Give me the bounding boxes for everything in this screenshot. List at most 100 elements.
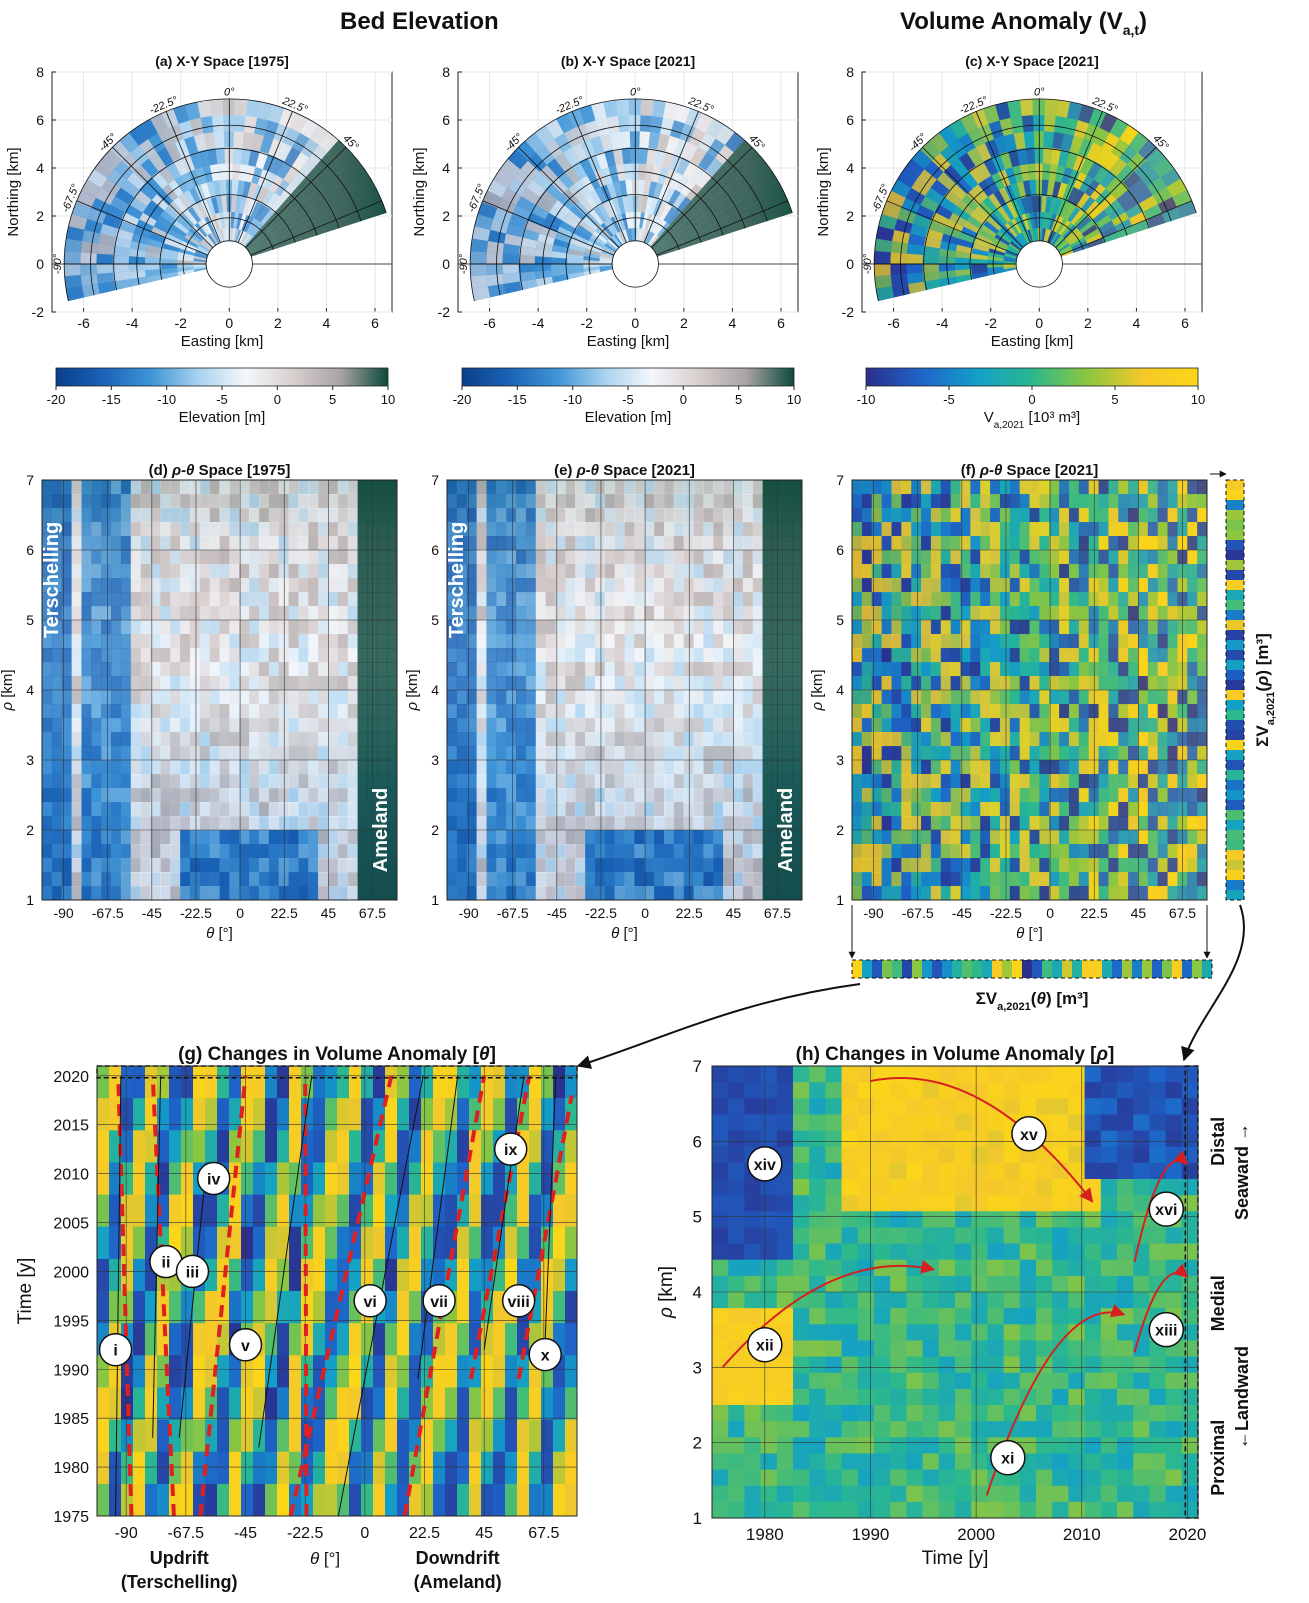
heat-cell	[327, 830, 339, 845]
heat-cell	[881, 872, 892, 887]
heat-cell	[258, 662, 270, 677]
heat-cell	[278, 886, 290, 901]
heat-cell	[575, 662, 586, 677]
heat-cell	[288, 494, 299, 509]
sector-cell	[1031, 195, 1038, 213]
polar-spoke	[635, 200, 789, 265]
heat-cell	[1009, 550, 1021, 565]
heat-cell	[516, 648, 527, 663]
heat-cell	[377, 704, 388, 719]
heat-cell	[327, 508, 339, 523]
heat-cell	[634, 886, 645, 901]
heat-cell	[673, 662, 685, 677]
heat-cell	[229, 802, 240, 817]
sector-cell	[309, 124, 329, 146]
heat-cell	[337, 844, 349, 859]
x-tick-label: 6	[371, 315, 379, 331]
heat-cell	[81, 606, 92, 621]
heat-cell	[308, 788, 319, 803]
heat-cell	[91, 592, 102, 607]
heat-cell	[742, 550, 754, 565]
heat-cell	[585, 522, 596, 537]
sector-cell	[618, 180, 628, 198]
heat-cell	[249, 536, 260, 551]
heat-cell	[120, 620, 132, 635]
heat-cell	[565, 676, 576, 691]
heat-cell	[723, 816, 734, 831]
heat-cell	[703, 816, 714, 831]
heat-cell	[861, 788, 873, 803]
sector-cell	[986, 216, 1002, 231]
sector-cell	[615, 98, 630, 117]
heat-cell	[120, 564, 132, 579]
heat-cell	[101, 788, 112, 803]
heat-cell	[298, 550, 309, 565]
heat-cell	[624, 676, 635, 691]
heat-cell	[999, 522, 1011, 537]
heat-cell	[654, 662, 665, 677]
sector-cell	[998, 187, 1012, 205]
heat-cell	[42, 718, 53, 733]
x-tick-label: -22.5	[180, 905, 212, 921]
heat-cell	[150, 760, 161, 775]
heat-cell	[663, 634, 675, 649]
sector-cell	[1080, 196, 1096, 213]
heat-cell	[181, 1194, 194, 1228]
sigma-rho-cell	[1226, 790, 1244, 800]
heat-cell	[1157, 690, 1169, 705]
heat-cell	[81, 578, 92, 593]
heat-cell	[901, 634, 912, 649]
heat-cell	[387, 788, 398, 803]
heat-cell	[1147, 844, 1159, 859]
heat-cell	[792, 746, 803, 761]
heat-cell	[614, 662, 625, 677]
heat-cell	[565, 886, 576, 901]
sector-cell	[107, 169, 127, 188]
sector-cell	[1029, 179, 1037, 197]
heat-cell	[193, 1291, 206, 1324]
heat-cell	[782, 564, 793, 579]
heat-cell	[506, 634, 517, 649]
sector-cell	[651, 99, 667, 118]
heat-cell	[871, 550, 883, 565]
heat-cell	[901, 760, 912, 775]
heat-cell	[852, 830, 863, 845]
heat-cell	[357, 844, 368, 859]
heat-cell	[120, 634, 132, 649]
heat-cell	[565, 760, 576, 775]
heat-cell	[555, 494, 566, 509]
sector-cell	[693, 220, 711, 234]
heat-cell	[357, 634, 368, 649]
heat-cell	[456, 774, 468, 789]
heat-cell	[486, 732, 497, 747]
heat-cell	[911, 872, 922, 887]
sector-cell	[106, 204, 125, 221]
heat-cell	[871, 508, 883, 523]
heat-cell	[852, 620, 863, 635]
heat-cell	[298, 578, 309, 593]
heat-cell	[792, 620, 803, 635]
heat-cell	[258, 620, 270, 635]
sector-cell	[906, 253, 923, 264]
heat-cell	[278, 872, 290, 887]
heat-cell	[239, 872, 250, 887]
heat-cell	[990, 606, 1001, 621]
heat-cell	[614, 690, 625, 705]
heat-cell	[1157, 788, 1169, 803]
sector-cell	[513, 169, 533, 188]
heat-cell	[999, 564, 1011, 579]
heat-cell	[713, 480, 724, 495]
heat-cell	[51, 844, 63, 859]
heat-cell	[980, 648, 991, 663]
sector-cell	[1086, 161, 1103, 180]
heat-cell	[960, 718, 971, 733]
sector-cell	[983, 220, 1000, 235]
y-tick-label: 6	[836, 542, 844, 558]
heat-cell	[980, 564, 991, 579]
heat-cell	[565, 844, 576, 859]
heat-cell	[81, 550, 92, 565]
heat-cell	[911, 522, 922, 537]
sector-cell	[637, 195, 643, 213]
sector-cell	[564, 166, 581, 185]
heat-cell	[1147, 788, 1159, 803]
